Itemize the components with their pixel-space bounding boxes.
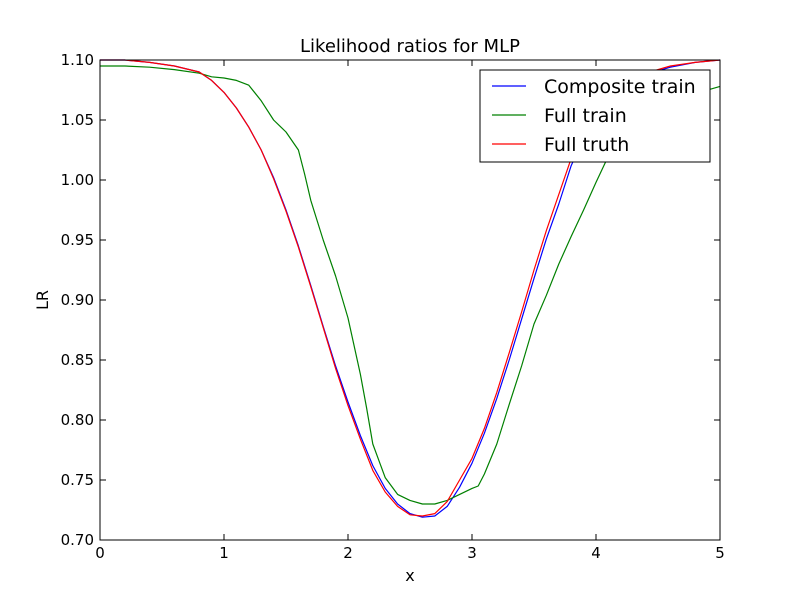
- chart-title: Likelihood ratios for MLP: [300, 36, 520, 57]
- x-tick-label: 3: [467, 544, 477, 562]
- legend-label-1: Full train: [544, 105, 627, 127]
- legend-label-2: Full truth: [544, 134, 629, 156]
- x-tick-label: 2: [343, 544, 353, 562]
- x-tick-label: 0: [95, 544, 105, 562]
- y-tick-label: 0.70: [61, 531, 94, 549]
- legend-items: Composite train Full train Full truth: [492, 76, 696, 156]
- y-tick-label: 1.10: [61, 51, 94, 69]
- y-tick-label: 1.05: [61, 111, 94, 129]
- legend-box: [479, 69, 711, 163]
- series-line-1: [100, 65, 721, 505]
- y-tick-label: 0.75: [61, 471, 94, 489]
- y-tick-label: 1.00: [61, 171, 94, 189]
- y-tick-label: 0.95: [61, 231, 94, 249]
- x-axis-label: x: [405, 566, 414, 585]
- y-tick-label: 0.85: [61, 351, 94, 369]
- y-tick-label: 0.80: [61, 411, 94, 429]
- x-tick-label: 5: [715, 544, 725, 562]
- legend: Composite train Full train Full truth: [479, 69, 711, 163]
- y-tick-label: 0.90: [61, 291, 94, 309]
- y-axis: 0.70 0.75 0.80 0.85 0.90 0.95 1.00 1.05 1.10: [61, 51, 720, 549]
- x-tick-label: 1: [219, 544, 229, 562]
- x-axis: 0 1 2 3 4 5: [95, 60, 725, 562]
- y-axis-label: LR: [33, 290, 52, 310]
- x-tick-label: 4: [591, 544, 601, 562]
- legend-label-0: Composite train: [544, 76, 696, 98]
